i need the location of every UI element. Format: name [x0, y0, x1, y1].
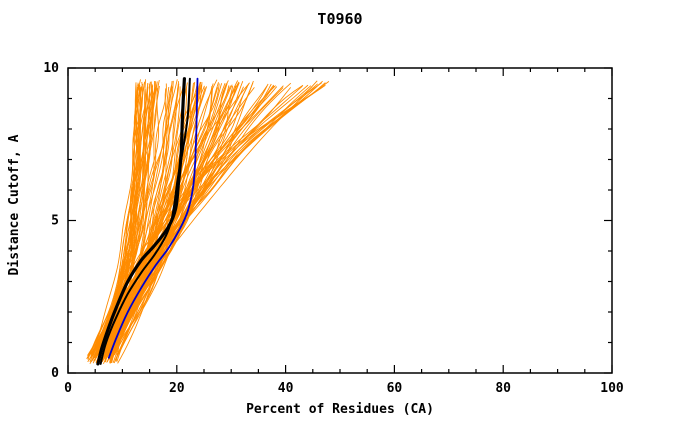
model-blue	[107, 77, 199, 359]
model-black-1	[96, 77, 186, 366]
ensemble-curve	[103, 82, 254, 358]
x-tick-label: 0	[64, 381, 72, 396]
tick-labels-layer: 0 20 40 60 80 100 0 5 10	[43, 61, 624, 396]
ensemble-curve	[116, 86, 208, 356]
y-tick-label: 0	[51, 366, 59, 381]
ensemble-curve	[110, 85, 234, 355]
x-axis-label: Percent of Residues (CA)	[246, 402, 434, 417]
x-tick-label: 80	[495, 381, 511, 396]
model-black-2	[99, 77, 191, 365]
ensemble-curve	[90, 81, 146, 357]
x-tick-label: 100	[600, 381, 624, 396]
x-tick-label: 40	[278, 381, 294, 396]
y-axis-label: Distance Cutoff, A	[7, 134, 22, 275]
ensemble-curve	[104, 87, 284, 357]
curves-layer	[86, 77, 330, 366]
ensemble-curve	[92, 84, 141, 354]
x-tick-label: 20	[169, 381, 185, 396]
plot-title: T0960	[317, 10, 362, 28]
ensemble-curve	[99, 79, 178, 355]
ensemble-curve	[102, 87, 142, 356]
ensemble-curve	[101, 83, 214, 359]
ensemble-curve	[95, 87, 292, 357]
ensemble-curve	[110, 85, 154, 361]
y-tick-label: 10	[43, 61, 59, 76]
plot-frame	[67, 67, 613, 374]
x-tick-label: 60	[387, 381, 403, 396]
y-tick-label: 5	[51, 214, 59, 229]
ensemble-curve	[107, 86, 181, 362]
